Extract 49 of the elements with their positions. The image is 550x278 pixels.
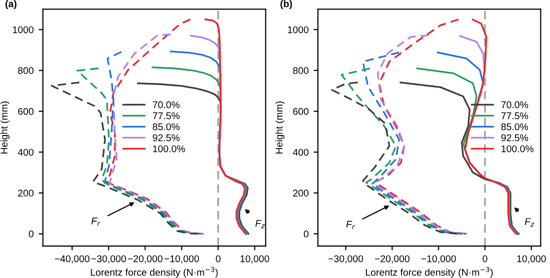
- line-series: [76, 68, 200, 235]
- y-tick-label: 200: [18, 190, 34, 197]
- line-series: [204, 18, 246, 235]
- legend-label: 77.5%: [152, 112, 180, 120]
- x-tick-label: −20,000: [128, 255, 162, 264]
- chart-title: (a): [6, 0, 16, 10]
- x-tick-label: 0: [482, 255, 488, 262]
- legend-label: 85.0%: [501, 123, 528, 130]
- y-tick-label: 800: [293, 67, 308, 74]
- x-tick-label: −40,000: [54, 255, 90, 264]
- y-tick-label: 0: [304, 230, 308, 238]
- legend-label: 100.0%: [502, 145, 534, 152]
- x-tick-label: −10,000: [164, 255, 199, 264]
- line-series: [50, 82, 199, 235]
- y-tick-label: 600: [18, 108, 34, 115]
- legend-label: 100.0%: [153, 145, 185, 152]
- annotation: F$_{z}$: [524, 218, 534, 227]
- y-tick-label: 400: [292, 148, 308, 156]
- legend-label: 70.0%: [152, 101, 180, 108]
- x-axis-title: Lorentz force density (N·m$^{−3}$): [90, 266, 218, 278]
- annotation: F$_{r}$: [91, 218, 100, 226]
- y-tick-label: 200: [293, 190, 308, 197]
- x-tick-label: −20,000: [374, 255, 410, 264]
- x-tick-label: −10,000: [421, 255, 456, 264]
- x-tick-label: 0: [216, 255, 220, 262]
- annotation: F$_{r}$: [346, 220, 356, 230]
- legend-label: 70.0%: [501, 101, 528, 108]
- y-axis-title: Height (mm): [275, 101, 284, 154]
- line-series: [330, 82, 458, 235]
- x-axis-title: Lorentz force density (N·m$^{−3}$): [366, 266, 493, 278]
- y-tick-label: 1000: [288, 26, 308, 34]
- x-tick-label: 10,000: [517, 255, 546, 264]
- line-series: [340, 68, 462, 235]
- legend-label: 92.5%: [501, 134, 528, 142]
- legend-label: 85.0%: [152, 123, 180, 130]
- chart-title: (b): [280, 0, 292, 10]
- y-tick-label: 0: [28, 230, 34, 238]
- line-series: [362, 52, 464, 235]
- x-tick-label: −30,000: [91, 255, 126, 264]
- x-tick-label: −30,000: [328, 255, 364, 264]
- legend-label: 77.5%: [501, 112, 528, 120]
- x-tick-label: 10,000: [240, 255, 270, 264]
- annotation: F$_{z}$: [255, 220, 265, 228]
- y-tick-label: 800: [18, 67, 34, 74]
- legend-label: 92.5%: [152, 134, 180, 142]
- y-tick-label: 400: [18, 148, 34, 156]
- y-axis-title: Height (mm): [0, 101, 10, 154]
- y-tick-label: 1000: [12, 26, 34, 34]
- y-tick-label: 600: [293, 108, 308, 115]
